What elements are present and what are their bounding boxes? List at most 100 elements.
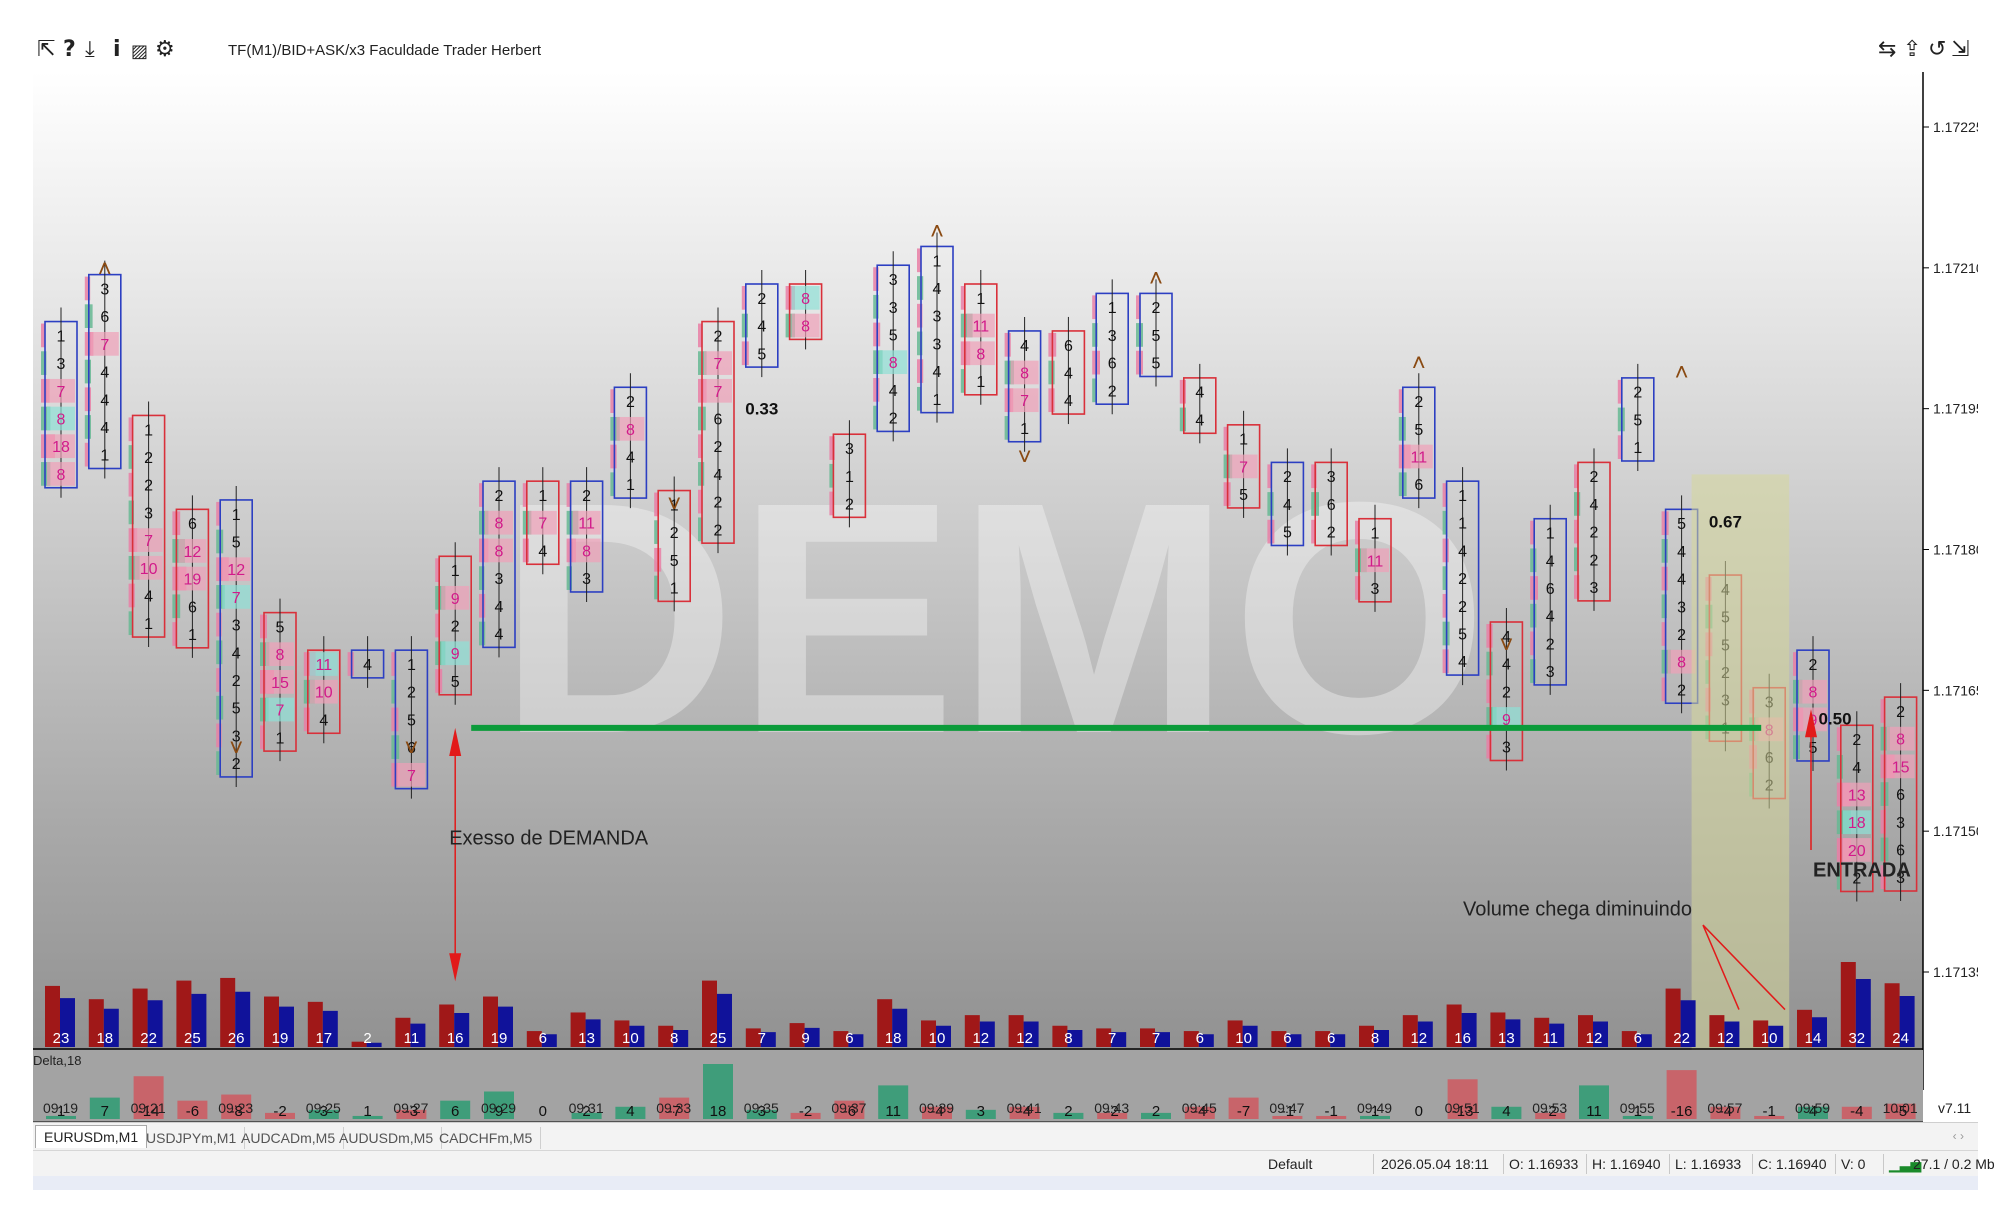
profile-bar xyxy=(216,723,222,748)
version-label: v7.11 xyxy=(1938,1100,1972,1116)
volume-bar-bid xyxy=(1008,1015,1024,1047)
delta-bar xyxy=(834,1100,865,1119)
cell-value: 8 xyxy=(1677,655,1686,672)
profile-bar xyxy=(128,472,134,497)
delta-bar xyxy=(922,1106,952,1119)
cell-value: 2 xyxy=(714,495,723,512)
tab-cadchf[interactable]: CADCHFm,M5 xyxy=(431,1127,542,1149)
cell-value: 6 xyxy=(1064,338,1073,355)
footprint-chart[interactable]: 1.17225 1.17210 1.17195 1.17180 1.17165 1.171… xyxy=(33,72,1978,1122)
info-icon[interactable]: i xyxy=(113,37,121,62)
cell-value: 4 xyxy=(1502,629,1511,646)
gear-icon[interactable]: ⚙ xyxy=(155,37,175,62)
volume-label: 16 xyxy=(447,1030,464,1047)
volume-bar-bid xyxy=(1183,1031,1199,1047)
cell-value: 18 xyxy=(1848,815,1866,832)
cell-value: 2 xyxy=(714,439,723,456)
refresh-icon[interactable]: ↺ xyxy=(1928,37,1947,62)
cell-highlight xyxy=(1667,649,1696,674)
cell-value: 8 xyxy=(626,422,635,439)
entry-arrow-head xyxy=(1805,709,1817,738)
cell-value: 1 xyxy=(976,291,985,308)
profile-bar xyxy=(698,462,705,486)
tab-audusd[interactable]: AUDUSDm,M5 xyxy=(331,1127,443,1149)
cell-highlight xyxy=(441,641,470,666)
cursor-icon[interactable]: ⇱ xyxy=(37,37,56,62)
ratio-label-3: 0.50 xyxy=(1818,710,1851,729)
volume-bar-ask xyxy=(1242,1025,1258,1047)
volume-label: 11 xyxy=(404,1030,420,1047)
tab-eurusd[interactable]: EURUSDm,M1 xyxy=(35,1125,148,1148)
cell-value: 5 xyxy=(1677,516,1686,533)
tab-usdjpy[interactable]: USDJPYm,M1 xyxy=(138,1127,246,1149)
cell-highlight xyxy=(1886,754,1915,779)
volume-bar-ask xyxy=(498,1006,513,1047)
cell-value: 2 xyxy=(1283,469,1292,486)
delta-bar xyxy=(1579,1085,1609,1119)
footprint-candle-29: 2 4 5 xyxy=(1267,448,1305,556)
cell-value: 2 xyxy=(1458,599,1467,616)
cell-value: 3 xyxy=(1546,664,1555,681)
delta-label: -4 xyxy=(1018,1103,1031,1120)
cell-value: 3 xyxy=(845,441,854,458)
delta-label: -13 xyxy=(1452,1103,1474,1120)
volume-bar-ask xyxy=(1417,1021,1433,1047)
excess-caret: ˅ xyxy=(404,735,418,762)
footprint-candle-12: 1 7 4 xyxy=(522,467,560,575)
swap-icon[interactable]: ⇆ xyxy=(1878,37,1897,62)
cell-highlight xyxy=(441,585,470,610)
profile-bar xyxy=(479,566,485,590)
cell-value: 5 xyxy=(1283,525,1292,542)
delta-label: 2 xyxy=(1064,1103,1072,1120)
chart-icon[interactable]: ▨ xyxy=(131,41,149,62)
time-tick-label: 09:55 xyxy=(1619,1100,1655,1116)
volume-label: 10 xyxy=(1235,1030,1252,1047)
volume-bar-ask xyxy=(1461,1013,1477,1047)
delta-label: 3 xyxy=(320,1103,328,1120)
profile-bar xyxy=(479,621,486,646)
delta-bar xyxy=(659,1097,690,1119)
resize-icon[interactable]: ⇲ xyxy=(1951,37,1970,62)
tab-audcad[interactable]: AUDCADm,M5 xyxy=(233,1127,345,1149)
profile-bar xyxy=(1793,652,1798,676)
cell-value: 2 xyxy=(1108,383,1117,400)
profile-bar xyxy=(522,483,527,507)
help-icon[interactable]: ? xyxy=(63,37,76,62)
cell-value: 4 xyxy=(1195,412,1204,429)
cell-highlight xyxy=(178,539,207,563)
cell-value: 4 xyxy=(538,543,547,560)
cell-value: 2 xyxy=(144,478,153,495)
cell-value: 2 xyxy=(714,522,723,539)
volume-bar-bid xyxy=(264,996,279,1047)
volume-bar-bid xyxy=(307,1001,323,1047)
profile-bar xyxy=(1530,659,1536,683)
footprint-candle-21: 1 4 3 3 4 1 xyxy=(917,232,954,423)
cell-value: 1 xyxy=(538,488,547,505)
volume-label: 13 xyxy=(578,1030,595,1047)
cell-value: 9 xyxy=(451,591,460,608)
delta-bar xyxy=(1141,1112,1171,1119)
volume-label: 7 xyxy=(758,1030,766,1047)
tab-scroll-arrows[interactable]: ‹ › xyxy=(1952,1129,1964,1143)
time-tick-label: 09:51 xyxy=(1444,1100,1480,1116)
cell-highlight xyxy=(1886,726,1915,751)
download-icon[interactable]: ⤓ xyxy=(85,37,95,62)
volume-label: 25 xyxy=(184,1030,201,1047)
profile-bar xyxy=(303,679,315,704)
cell-value: 4 xyxy=(626,450,635,467)
cell-highlight xyxy=(134,528,163,552)
cell-highlight xyxy=(397,762,426,787)
cell-value: 4 xyxy=(319,712,328,729)
profile-bar xyxy=(1617,379,1623,404)
ratio-label-1: 0.33 xyxy=(745,400,778,419)
delta-label: -6 xyxy=(186,1103,199,1120)
cell-value: 2 xyxy=(451,619,460,636)
cell-value: 4 xyxy=(1546,609,1555,626)
cell-value: 8 xyxy=(1896,732,1905,749)
export-icon[interactable]: ⇪ xyxy=(1903,37,1922,62)
cell-highlight xyxy=(1842,810,1871,835)
delta-bar xyxy=(308,1109,339,1119)
cell-value: 3 xyxy=(933,309,942,326)
profile-bar xyxy=(84,387,91,412)
